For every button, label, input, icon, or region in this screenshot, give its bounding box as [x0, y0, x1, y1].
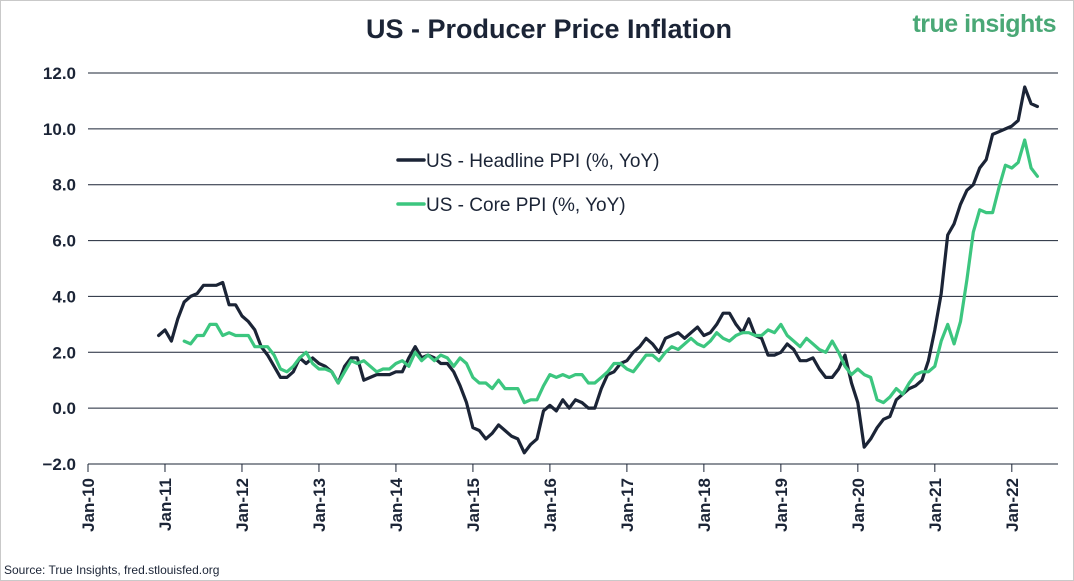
x-tick-label: Jan-22 — [1003, 478, 1022, 532]
core-ppi-line — [182, 138, 1040, 405]
legend-label: US - Core PPI (%, YoY) — [426, 195, 626, 216]
brand-logo: true insights — [912, 10, 1056, 38]
x-tick-label: Jan-20 — [849, 478, 868, 532]
x-tick-label: Jan-17 — [618, 478, 637, 532]
x-tick-label: Jan-19 — [772, 478, 791, 532]
y-tick-label: 12.0 — [43, 64, 76, 83]
y-axis-ticks: −2.0 0.0 2.0 4.0 6.0 8.0 10.0 12.0 — [42, 64, 76, 474]
y-tick-label: 10.0 — [43, 120, 76, 139]
x-tick-label: Jan-14 — [387, 477, 406, 531]
y-tick-label: 0.0 — [52, 399, 76, 418]
x-tick-label: Jan-21 — [926, 478, 945, 532]
series-group — [157, 85, 1040, 455]
y-tick-label: −2.0 — [42, 455, 76, 474]
x-tick-label: Jan-11 — [156, 478, 175, 531]
legend-label: US - Headline PPI (%, YoY) — [426, 151, 659, 172]
x-tick-label: Jan-18 — [695, 478, 714, 532]
x-axis-ticks: Jan-10 Jan-11 Jan-12 Jan-13 Jan-14 Jan-15 Jan-… — [79, 464, 1022, 532]
x-tick-label: Jan-15 — [464, 478, 483, 532]
chart-title: US - Producer Price Inflation — [365, 14, 733, 44]
x-tick-label: Jan-12 — [233, 478, 252, 532]
y-tick-label: 8.0 — [52, 176, 76, 195]
legend: US - Headline PPI (%, YoY) US - Core PPI … — [396, 151, 659, 216]
y-tick-label: 4.0 — [52, 287, 76, 306]
headline-ppi-line — [157, 85, 1040, 455]
y-tick-label: 2.0 — [52, 343, 76, 362]
x-tick-label: Jan-16 — [541, 478, 560, 532]
y-tick-label: 6.0 — [52, 232, 76, 251]
source-note: Source: True Insights, fred.stlouisfed.o… — [4, 563, 220, 577]
x-tick-label: Jan-13 — [310, 478, 329, 532]
x-tick-label: Jan-10 — [79, 478, 98, 532]
grid-lines — [88, 72, 1058, 465]
